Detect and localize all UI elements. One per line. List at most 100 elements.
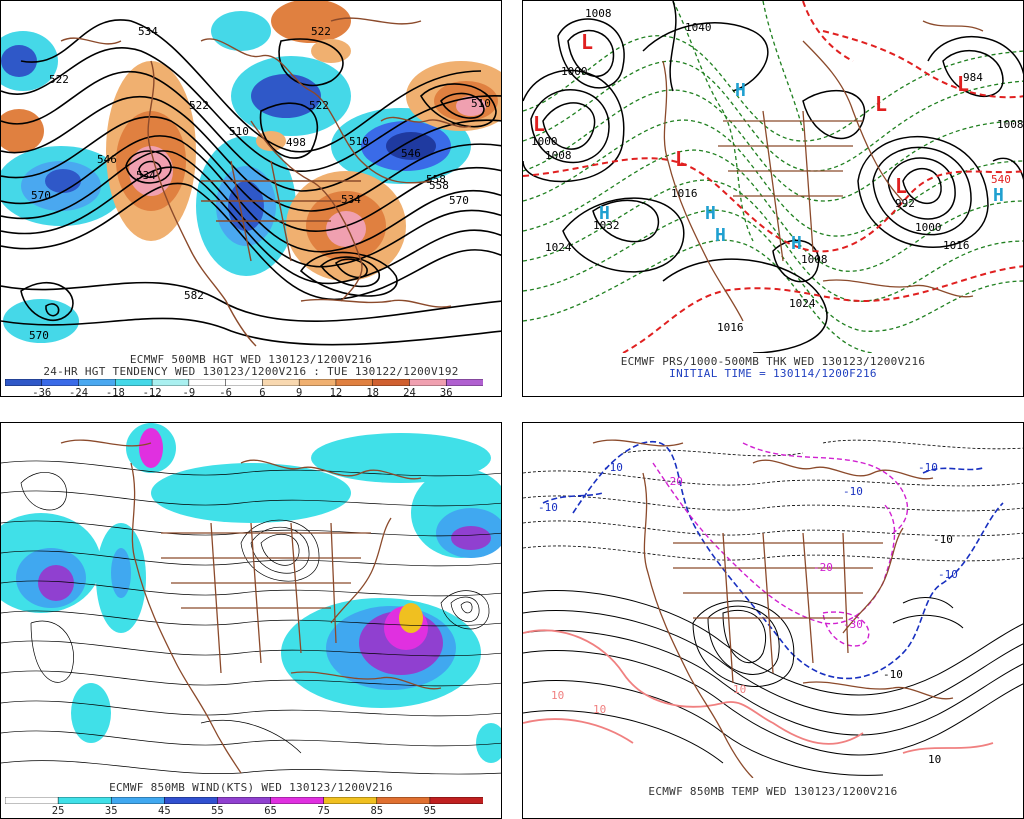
- colorbar-label: 35: [104, 805, 118, 817]
- coastlines: [592, 439, 954, 778]
- contour-label: 534: [341, 193, 361, 206]
- pressure-label: 1032: [593, 219, 620, 232]
- temp-label: 10: [733, 683, 746, 696]
- contour-label: 570: [29, 329, 49, 342]
- temp-label: -10: [933, 533, 953, 546]
- thickness-540-line: [523, 1, 1023, 353]
- negative-temp-contours: [523, 439, 1023, 562]
- panel-title: ECMWF PRS/1000-500MB THK WED 130123/1200…: [620, 355, 926, 368]
- temp-label: 10: [551, 689, 564, 702]
- colorbar-label: 6: [259, 387, 266, 397]
- low-pressure-symbol: L: [675, 147, 687, 171]
- colorbar-swatch: [335, 379, 374, 386]
- colorbar-swatch: [409, 379, 447, 386]
- map-850mb-temp: -10 -10 -10 -10 -10 -20 -20 -30 -10 -10 …: [523, 439, 1023, 778]
- high-pressure-symbol: H: [735, 80, 746, 101]
- panel-pressure-thickness: L L L L L L H H H H H H 1008 1000 1040 9…: [522, 0, 1024, 397]
- map-pressure-thickness: L L L L L L H H H H H H 1008 1000 1040 9…: [523, 1, 1023, 353]
- pressure-label: 1000: [531, 135, 558, 148]
- wind-colorbar: [5, 797, 483, 804]
- panel-title: ECMWF 850MB TEMP WED 130123/1200V216: [648, 785, 898, 798]
- pressure-label: 1000: [561, 65, 588, 78]
- low-pressure-symbol: L: [581, 30, 593, 54]
- low-pressure-symbol: L: [895, 174, 907, 198]
- low-pressure-symbol: L: [533, 112, 545, 136]
- pressure-isobars: [523, 1, 1023, 353]
- contour-label: 498: [286, 136, 306, 149]
- low-pressure-markers: L L L L L L: [533, 30, 969, 198]
- colorbar-swatch: [225, 379, 264, 386]
- panel-850mb-temp: -10 -10 -10 -10 -10 -20 -20 -30 -10 -10 …: [522, 422, 1024, 819]
- coastlines: [60, 439, 442, 774]
- colorbar-swatch: [323, 797, 378, 804]
- plus-ten-line: [523, 629, 994, 754]
- colorbar-swatch: [372, 379, 411, 386]
- high-pressure-symbol: H: [599, 203, 610, 224]
- contour-label: 522: [309, 99, 329, 112]
- colorbar-label: 36: [439, 387, 453, 397]
- wind-speed-shading: [1, 423, 501, 763]
- pressure-label: 1024: [545, 241, 572, 254]
- contour-label: 510: [471, 97, 491, 110]
- contour-label: 510: [229, 125, 249, 138]
- colorbar-swatch: [262, 379, 300, 386]
- coastlines: [60, 17, 472, 347]
- temp-label: 10: [593, 703, 606, 716]
- pressure-label: 1024: [789, 297, 816, 310]
- pressure-label: 1016: [671, 187, 698, 200]
- contour-label: 558: [429, 179, 449, 192]
- colorbar-swatch: [57, 797, 112, 804]
- panel-500mb-height: 534 522 510 522 546 558 570 510 534 522 …: [0, 0, 502, 397]
- temp-label: -20: [663, 475, 683, 488]
- contour-label: 570: [449, 194, 469, 207]
- low-pressure-symbol: L: [957, 72, 969, 96]
- colorbar-label: 25: [51, 805, 65, 817]
- colorbar-swatch: [41, 379, 80, 386]
- colorbar-label: 9: [295, 387, 303, 397]
- map-500mb-height: 534 522 510 522 546 558 570 510 534 522 …: [1, 1, 501, 347]
- colorbar-label: 95: [423, 805, 437, 817]
- pressure-labels: 1008 1000 1040 984 1008 1000 1008 1016 1…: [531, 7, 1023, 334]
- colorbar-swatch: [270, 797, 325, 804]
- temp-label: -10: [918, 461, 938, 474]
- colorbar-swatch: [110, 797, 166, 804]
- contour-label: 534: [138, 25, 158, 38]
- contour-label: 570: [31, 189, 51, 202]
- contour-label: 534: [136, 169, 156, 182]
- colorbar-swatch: [115, 379, 153, 386]
- panel-title: ECMWF 850MB WIND(KTS) WED 130123/1200V21…: [109, 781, 393, 794]
- low-pressure-symbol: L: [875, 92, 887, 116]
- colorbar-label: -24: [69, 387, 89, 397]
- high-pressure-symbol: H: [705, 203, 716, 224]
- high-pressure-symbol: H: [715, 225, 726, 246]
- colorbar-swatch: [429, 797, 483, 804]
- temp-label: 10: [928, 753, 941, 766]
- colorbar-swatch: [376, 797, 431, 804]
- minus-ten-line: [542, 440, 1004, 680]
- temp-label: -10: [938, 568, 958, 581]
- temp-label: -10: [603, 461, 623, 474]
- colorbar-label: 12: [329, 387, 343, 397]
- colorbar-label: -6: [219, 387, 232, 397]
- high-pressure-symbol: H: [791, 233, 802, 254]
- tendency-colorbar-labels: -36 -24 -18 -12 -9 -6 6 9 12 18 24 36: [1, 387, 501, 397]
- tendency-negative-shading: [1, 11, 471, 343]
- colorbar-label: -18: [105, 387, 125, 397]
- colorbar-label: -12: [142, 387, 162, 397]
- temp-label: -10: [883, 668, 903, 681]
- temp-label: -10: [538, 501, 558, 514]
- colorbar-swatch: [445, 379, 483, 386]
- colorbar-swatch: [5, 379, 43, 386]
- colorbar-label: 85: [370, 805, 384, 817]
- minus-twenty-line: [652, 442, 909, 647]
- contour-label: 522: [311, 25, 331, 38]
- colorbar-swatch: [217, 797, 272, 804]
- temperature-labels: -10 -10 -10 -10 -10 -20 -20 -30 -10 -10 …: [538, 461, 958, 766]
- colorbar-swatch: [78, 379, 117, 386]
- pressure-label: 1040: [685, 21, 712, 34]
- pressure-label: 1016: [717, 321, 744, 334]
- temp-label: -30: [843, 618, 863, 631]
- coastlines: [662, 20, 984, 322]
- contour-label: 558: [426, 173, 446, 186]
- high-pressure-markers: H H H H H H: [599, 80, 1004, 254]
